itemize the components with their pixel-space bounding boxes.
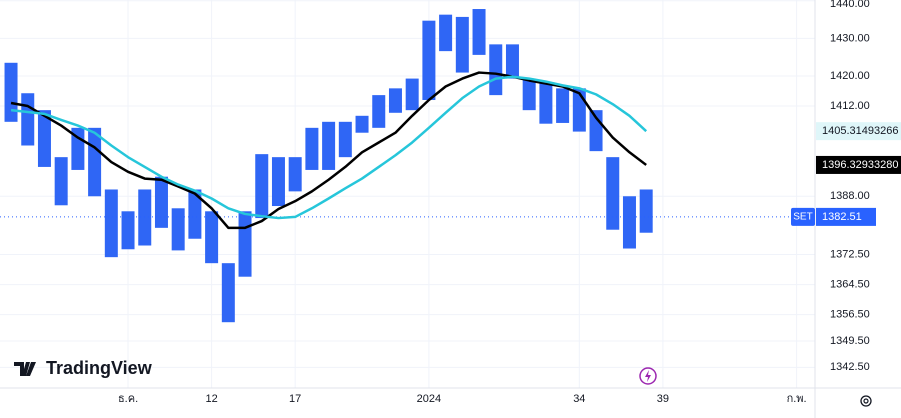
bar — [338, 121, 352, 158]
plot — [0, 9, 815, 323]
event-icon-bolt — [645, 370, 651, 382]
y-tick-label: 1372.50 — [830, 248, 870, 260]
grid — [0, 0, 815, 388]
bar — [37, 110, 51, 167]
bar — [205, 211, 219, 264]
x-tick-label: 2024 — [417, 393, 441, 405]
settings-icon[interactable] — [860, 395, 872, 407]
y-tick-label: 1440.00 — [830, 0, 870, 10]
bar — [505, 44, 519, 79]
bar — [88, 127, 102, 197]
y-tick-label: 1364.50 — [830, 279, 870, 291]
bar — [305, 127, 319, 170]
bar — [221, 263, 235, 323]
bar — [138, 189, 152, 246]
bar — [4, 62, 18, 122]
watermark: TradingView — [46, 358, 153, 378]
bar — [54, 157, 68, 206]
bar — [255, 154, 269, 219]
axes: 1440.00 1430.00 1420.00 1412.00 1388.00 1372.… — [118, 0, 901, 405]
y-tick-label: 1356.50 — [830, 309, 870, 321]
bar — [606, 157, 620, 230]
bar — [154, 176, 168, 228]
x-tick-label: ธ.ค. — [118, 393, 138, 405]
x-tick-label: 34 — [573, 393, 585, 405]
price-badge — [816, 207, 876, 226]
price-badge-label: 1405.31493266 — [822, 125, 898, 137]
bar — [639, 189, 653, 233]
y-tick-label: 1342.50 — [830, 361, 870, 373]
bar — [271, 157, 285, 207]
y-tick-label: 1412.00 — [830, 100, 870, 112]
bar — [405, 78, 419, 111]
price-badge — [816, 155, 901, 174]
logo-icon — [14, 362, 36, 376]
bar — [188, 189, 202, 239]
ma-line — [10, 75, 648, 220]
logo: TradingView — [14, 358, 153, 378]
bar — [121, 211, 135, 250]
price-badge — [816, 122, 901, 141]
y-tick-label: 1349.50 — [830, 335, 870, 347]
bar — [104, 189, 118, 258]
bar — [21, 93, 35, 146]
bar — [288, 157, 302, 192]
bar — [422, 20, 436, 101]
bar — [522, 78, 536, 111]
settings-icon-core — [863, 398, 869, 404]
bar — [388, 88, 402, 113]
bar — [372, 95, 386, 128]
bar — [171, 208, 185, 251]
bar — [556, 88, 570, 123]
x-tick-label: 39 — [657, 393, 669, 405]
event-icon[interactable] — [639, 367, 657, 385]
bar — [622, 196, 636, 249]
bar — [472, 9, 486, 55]
y-tick-label: 1420.00 — [830, 70, 870, 82]
bar — [322, 121, 336, 170]
x-tick-label: ก.พ. — [787, 393, 807, 405]
symbol-badge — [791, 207, 815, 226]
x-tick-label: 12 — [205, 393, 217, 405]
price-badge-label: 1396.32933280 — [822, 159, 898, 171]
bar — [539, 83, 553, 124]
y-tick-label: 1388.00 — [830, 190, 870, 202]
bar — [489, 44, 503, 96]
bar — [238, 211, 252, 277]
y-tick-label: 1430.00 — [830, 32, 870, 44]
ma-line — [10, 71, 647, 230]
symbol-label: SET — [793, 212, 812, 223]
bar — [439, 14, 453, 52]
bar — [355, 115, 369, 133]
bar — [455, 16, 469, 73]
price-badge-label: 1382.51 — [822, 211, 862, 223]
x-tick-label: 17 — [289, 393, 301, 405]
